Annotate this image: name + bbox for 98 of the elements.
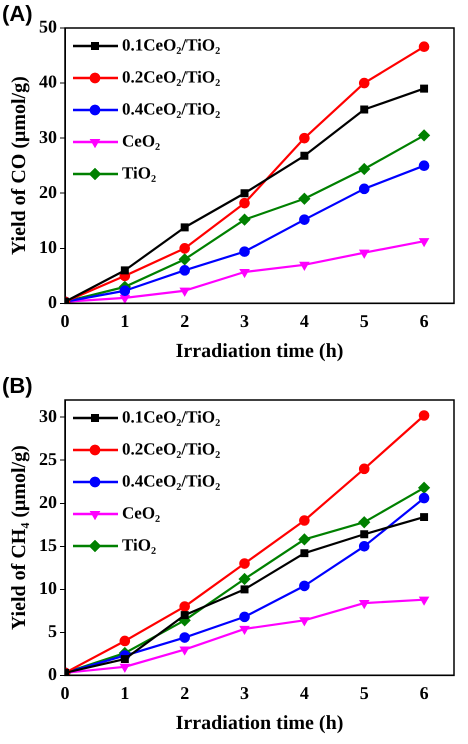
x-axis-title: Irradiation time (h) [176, 340, 344, 362]
x-tick-label: 3 [240, 310, 250, 331]
point [358, 464, 370, 474]
point [179, 265, 190, 276]
point [420, 513, 428, 522]
x-tick-label: 4 [300, 682, 309, 703]
point [239, 612, 250, 622]
point [299, 515, 310, 526]
point [299, 132, 310, 144]
y-tick-label: 20 [39, 182, 57, 202]
point [418, 41, 430, 52]
point [358, 163, 370, 175]
point [120, 266, 129, 274]
point [418, 160, 430, 171]
y-tick-label: 50 [39, 16, 57, 37]
x-tick-label: 5 [360, 682, 369, 703]
point [240, 189, 249, 198]
point [120, 655, 129, 664]
point [418, 482, 430, 494]
point [240, 268, 250, 278]
y-tick-label: 20 [39, 492, 57, 512]
point [358, 541, 370, 552]
y-tick-label: 30 [39, 126, 57, 147]
x-tick-label: 0 [60, 682, 70, 703]
point [298, 192, 310, 205]
legend-label: TiO₂ [122, 535, 156, 554]
legend-label: 0.1CeO₂/TiO₂ [122, 407, 220, 426]
legend-label: 0.4CeO₂/TiO₂ [122, 99, 220, 118]
point [360, 600, 369, 608]
x-tick-label: 6 [420, 310, 429, 331]
point [360, 530, 368, 538]
y-tick-label: 10 [39, 578, 57, 598]
x-tick-label: 0 [60, 310, 70, 331]
point [180, 611, 189, 620]
x-tick-label: 5 [360, 310, 369, 331]
y-tick-label: 0 [48, 292, 57, 312]
y-tick-label: 40 [39, 72, 57, 92]
y-axis-title: Yield of CH₄ (μmol/g) [8, 445, 30, 630]
y-tick-label: 0 [48, 664, 57, 684]
point [360, 250, 369, 258]
point [238, 573, 250, 585]
legend-label: 0.2CeO₂/TiO₂ [122, 67, 220, 86]
y-tick-label: 25 [39, 448, 57, 469]
legend-label: 0.1CeO₂/TiO₂ [122, 35, 220, 54]
point [300, 262, 310, 270]
point [299, 214, 310, 225]
x-tick-label: 1 [120, 310, 130, 331]
point [418, 410, 430, 421]
point [178, 254, 190, 266]
x-axis-title: Irradiation time (h) [176, 712, 344, 734]
point [239, 558, 250, 569]
point [358, 184, 370, 194]
legend-label: CeO₂ [122, 503, 160, 522]
point [419, 238, 429, 246]
point [240, 585, 249, 594]
x-tick-label: 3 [240, 682, 250, 703]
point [179, 601, 190, 612]
point [238, 214, 250, 226]
point [418, 492, 430, 504]
point [239, 198, 250, 208]
x-tick-label: 2 [180, 310, 190, 331]
chart-title: (A) [2, 1, 33, 26]
legend-label: CeO₂ [122, 131, 160, 150]
point [240, 626, 250, 634]
point [360, 106, 368, 114]
point [120, 285, 130, 296]
point [298, 534, 310, 546]
point [358, 78, 370, 88]
x-tick-label: 4 [300, 310, 309, 331]
point [120, 636, 130, 646]
point [299, 580, 310, 592]
point [120, 664, 130, 672]
point [239, 246, 250, 257]
point [180, 288, 190, 296]
y-tick-label: 10 [39, 236, 57, 257]
y-tick-label: 15 [39, 534, 57, 555]
x-tick-label: 6 [420, 682, 429, 703]
point [180, 223, 189, 232]
chart-title: (B) [2, 373, 33, 398]
legend-label: TiO₂ [122, 163, 156, 182]
legend-label: 0.2CeO₂/TiO₂ [122, 439, 220, 458]
point [180, 646, 190, 655]
point [358, 516, 370, 528]
point [300, 549, 308, 558]
point [179, 243, 190, 254]
point [419, 596, 429, 605]
x-tick-label: 2 [180, 682, 190, 703]
point [300, 617, 310, 626]
point [179, 632, 190, 643]
point [418, 130, 430, 142]
point [120, 294, 130, 304]
y-tick-label: 5 [48, 621, 57, 642]
y-axis-title: Yield of CO (μmol/g) [8, 76, 30, 256]
x-tick-label: 1 [120, 682, 130, 703]
point [420, 84, 428, 93]
legend-label: 0.4CeO₂/TiO₂ [122, 471, 220, 490]
point [300, 152, 308, 160]
y-tick-label: 30 [39, 406, 57, 426]
